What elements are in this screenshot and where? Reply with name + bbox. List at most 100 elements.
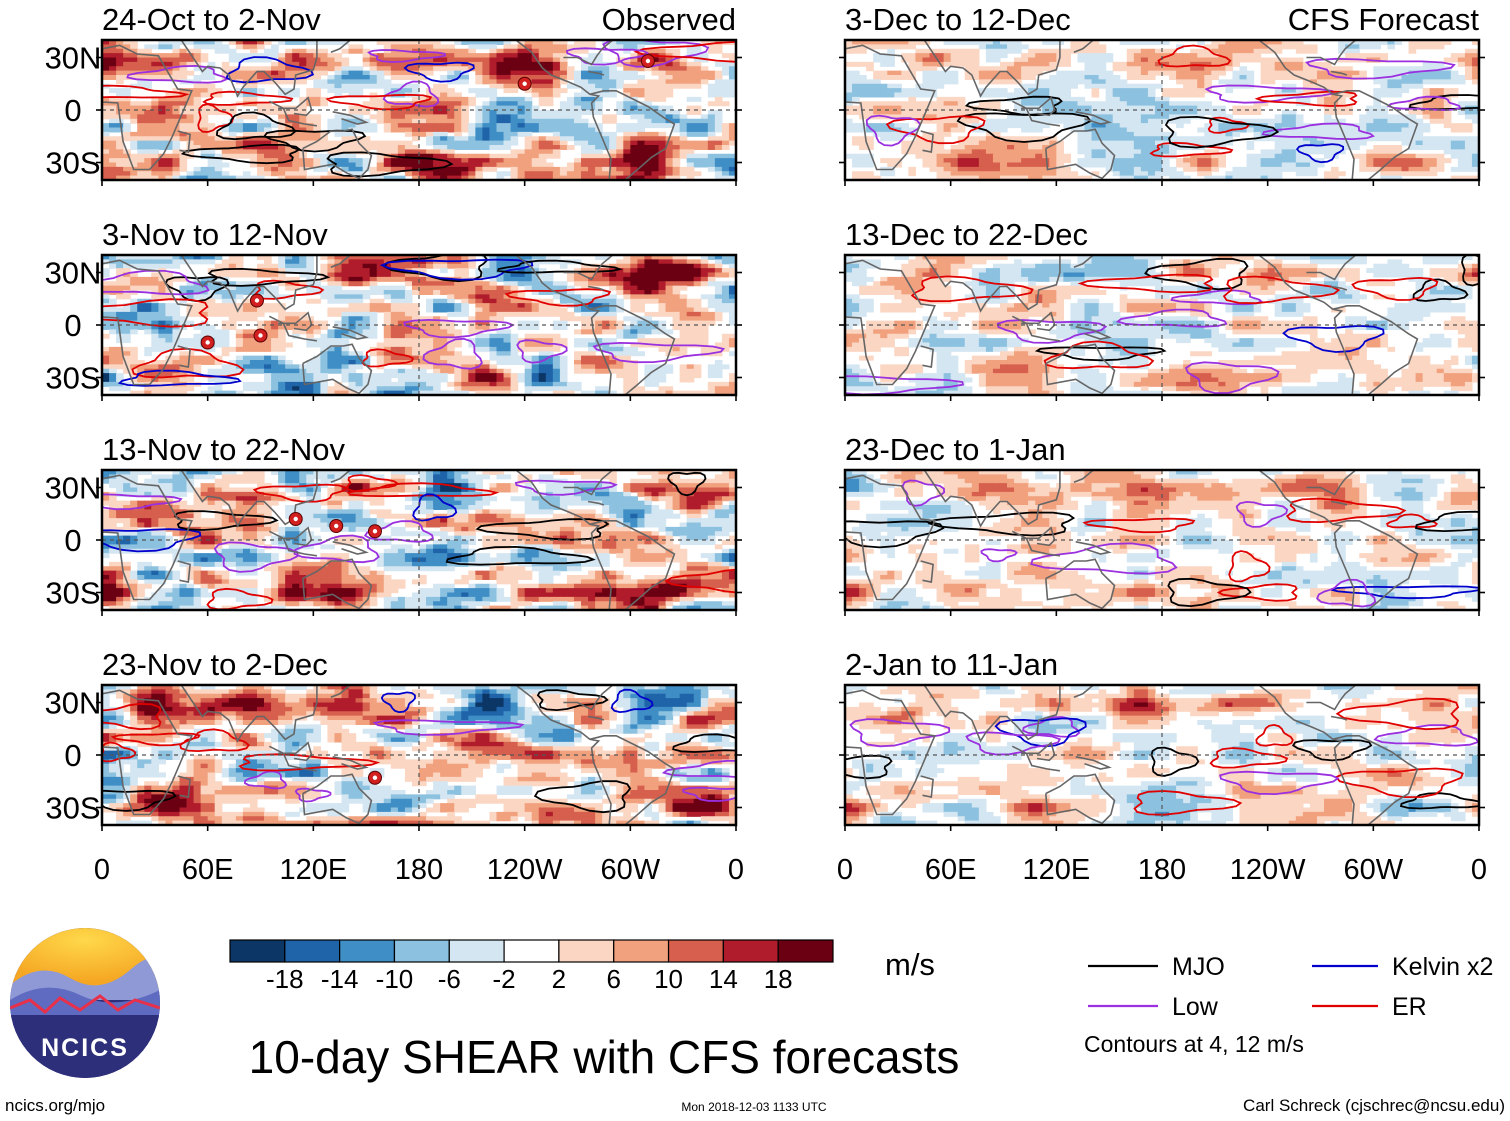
field-cell [609,470,617,475]
field-cell [320,368,329,374]
field-cell [461,294,469,300]
field-cell [503,368,512,374]
field-cell [482,290,491,295]
field-cell [228,281,237,287]
field-cell [637,145,646,150]
field-cell [264,149,272,155]
field-cell [362,294,371,300]
field-cell [123,40,131,45]
field-cell [285,474,293,480]
field-cell [158,333,166,339]
field-cell [355,259,364,265]
field-cell [299,470,307,475]
field-cell [235,75,244,80]
field-cell [475,105,483,111]
field-cell [172,329,181,335]
field-cell [426,298,434,304]
field-cell [440,44,448,50]
field-cell [207,105,216,111]
field-cell [672,298,681,304]
field-cell [186,127,195,133]
field-cell [390,298,399,304]
field-cell [144,377,152,383]
field-cell [447,263,455,269]
field-cell [475,75,483,80]
field-cell [193,53,202,59]
field-cell [116,40,124,45]
field-cell [383,325,392,330]
field-cell [433,290,441,295]
field-cell [588,79,596,85]
field-cell [566,136,575,142]
field-cell [158,329,166,335]
field-cell [651,272,660,278]
field-cell [616,351,624,357]
field-cell [235,40,244,45]
field-cell [454,285,462,291]
field-cell [468,325,476,330]
field-cell [278,123,286,129]
field-cell [588,136,596,142]
field-cell [693,478,702,484]
field-cell [468,101,476,107]
field-cell [440,470,448,475]
field-cell [383,127,392,133]
field-cell [658,66,667,72]
field-cell [700,66,709,72]
field-cell [721,285,730,291]
field-cell [433,390,441,395]
field-cell [503,79,512,85]
field-cell [623,75,631,80]
field-cell [158,53,166,59]
field-cell [383,123,392,129]
field-cell [292,162,300,168]
field-cell [440,123,448,129]
field-cell [264,487,272,493]
field-cell [271,290,279,295]
field-cell [573,355,582,361]
field-cell [334,320,343,326]
field-cell [721,259,730,265]
field-cell [228,40,237,45]
field-cell [531,268,540,274]
field-cell [623,268,631,274]
field-cell [637,110,646,115]
field-cell [397,44,406,50]
field-cell [545,276,554,282]
field-cell [299,96,307,102]
field-cell [419,158,427,164]
field-cell [538,342,547,348]
field-cell [242,53,251,59]
field-cell [193,83,202,89]
field-cell [503,96,512,102]
field-cell [489,487,498,493]
field-cell [207,171,216,177]
field-cell [588,294,596,300]
field-cell [475,307,483,313]
field-cell [595,96,603,102]
field-cell [524,123,533,129]
field-cell [320,364,329,370]
field-cell [602,329,610,335]
field-cell [411,259,420,265]
field-cell [116,166,124,172]
field-cell [404,298,413,304]
field-cell [235,88,244,94]
field-cell [235,329,244,335]
field-cell [475,285,483,291]
field-cell [616,40,624,45]
field-cell [369,325,378,330]
field-cell [193,44,202,50]
field-cell [623,290,631,295]
field-cell [566,114,575,120]
field-cell [721,268,730,274]
field-cell [468,57,476,63]
field-cell [186,114,195,120]
field-cell [595,140,603,146]
field-cell [602,470,610,475]
field-cell [369,483,378,489]
field-cell [151,114,159,120]
field-cell [510,127,519,133]
field-cell [644,263,653,269]
field-cell [482,105,491,111]
